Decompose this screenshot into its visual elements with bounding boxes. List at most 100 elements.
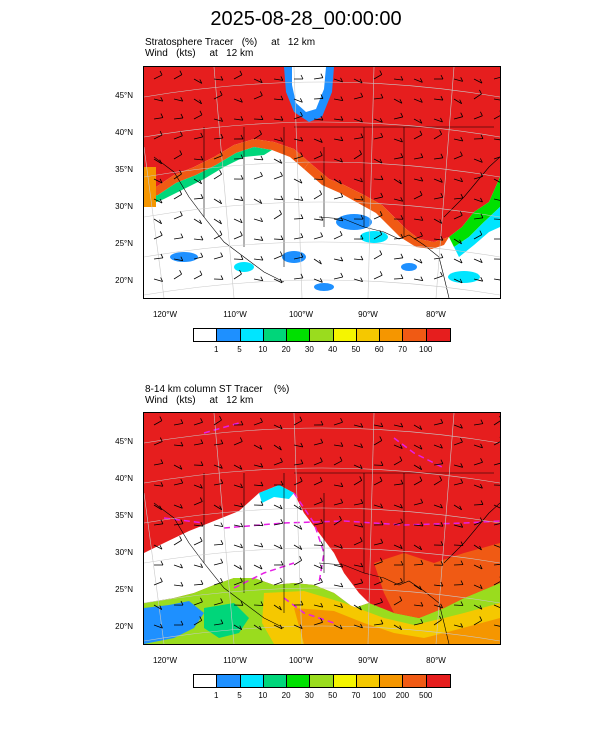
wind-barb	[373, 581, 383, 586]
wind-barb	[313, 178, 324, 181]
wind-barb	[413, 563, 424, 566]
wind-barb-flag	[440, 153, 444, 158]
panel2-title: 8-14 km column ST Tracer (%)	[145, 384, 290, 395]
wind-barb-flag	[379, 70, 383, 75]
wind-barb	[193, 218, 202, 225]
wind-barb-flag	[239, 437, 243, 442]
wind-barb	[413, 78, 423, 83]
wind-barb	[493, 581, 500, 586]
wind-barb-flag	[400, 578, 403, 583]
wind-barb	[353, 278, 363, 282]
panel1-colorbar-swatch	[194, 329, 218, 341]
wind-barb	[153, 218, 162, 225]
wind-barb-flag	[199, 179, 202, 184]
wind-barb-flag	[399, 179, 402, 185]
wind-barb	[213, 464, 223, 469]
panel2-lat-45: 45°N	[115, 437, 133, 446]
wind-barb	[173, 237, 183, 240]
wind-barb	[233, 98, 243, 103]
wind-barb-flag	[479, 78, 483, 84]
wind-barb-flag	[339, 515, 342, 521]
wind-barb	[493, 504, 500, 509]
wind-barb	[393, 178, 402, 185]
wind-barb-flag	[240, 196, 244, 201]
wind-barb	[193, 484, 203, 489]
wind-barb-flag	[240, 543, 243, 549]
wind-barb-flag	[300, 600, 304, 606]
wind-barb	[473, 461, 483, 466]
wind-barb-flag	[439, 130, 443, 135]
wind-barb	[233, 218, 243, 224]
wind-barb	[253, 158, 263, 161]
wind-barb-flag	[280, 171, 283, 177]
wind-barb-flag	[459, 211, 463, 216]
wind-barb	[173, 273, 182, 280]
wind-barb	[433, 524, 443, 527]
wind-barb-flag	[220, 479, 224, 484]
wind-barb	[173, 117, 183, 120]
wind-barb	[473, 115, 483, 120]
wind-barb-flag	[220, 117, 224, 122]
wind-barb	[173, 74, 183, 80]
wind-barb	[353, 118, 363, 123]
wind-barb-flag	[400, 197, 404, 202]
wind-barb	[173, 194, 182, 200]
panel2-lat-40: 40°N	[115, 474, 133, 483]
panel1-colorbar-label: 50	[351, 345, 361, 354]
wind-barb-flag	[220, 439, 224, 444]
wind-barb-flag	[279, 624, 283, 630]
wind-barb-flag	[279, 159, 283, 164]
wind-barb	[373, 118, 383, 123]
wind-barb	[473, 504, 484, 506]
wind-barb	[333, 118, 343, 121]
wind-barb	[173, 504, 183, 509]
wind-barb-flag	[280, 519, 284, 524]
wind-barb	[193, 540, 203, 546]
wind-barb	[273, 624, 283, 630]
wind-barb	[353, 258, 363, 261]
wind-barb-flag	[260, 115, 264, 120]
wind-barb-flag	[380, 520, 384, 526]
panel2-colorbar-label: 30	[304, 691, 314, 700]
wind-barb-flag	[219, 199, 223, 204]
wind-barb-flag	[240, 134, 244, 140]
wind-barb-flag	[300, 98, 303, 103]
panel2-colorbar-label: 100	[372, 691, 386, 700]
panel2-lat-35: 35°N	[115, 511, 133, 520]
wind-barb-flag	[439, 476, 443, 481]
panel1-lat-30: 30°N	[115, 202, 133, 211]
wind-barb	[393, 116, 403, 120]
wind-barb	[153, 463, 163, 466]
wind-barb	[393, 424, 403, 428]
wind-barb	[173, 482, 183, 486]
wind-barb-flag	[200, 235, 204, 241]
wind-barb	[153, 134, 163, 140]
panel2-colorbar-swatch	[287, 675, 311, 687]
wind-barb	[493, 462, 500, 466]
wind-barb-flag	[360, 623, 363, 629]
wind-barb-flag	[280, 457, 283, 463]
wind-barb-flag	[180, 256, 184, 261]
panel2-colorbar-swatch	[310, 675, 334, 687]
wind-barb-flag	[379, 436, 383, 441]
wind-barb-flag	[200, 484, 203, 489]
wind-barb	[353, 78, 363, 84]
wind-barb-flag	[320, 175, 324, 180]
wind-barb	[493, 115, 500, 120]
wind-barb-flag	[359, 78, 363, 84]
wind-barb-flag	[479, 517, 483, 522]
wind-barb-flag	[479, 605, 483, 610]
wind-barb	[313, 522, 323, 526]
wind-barb-flag	[279, 251, 283, 256]
wind-barb-flag	[360, 234, 364, 240]
wind-barb-flag	[260, 521, 264, 526]
wind-barb	[253, 218, 263, 223]
wind-barb-flag	[300, 577, 303, 583]
panel2-colorbar-label: 5	[237, 691, 242, 700]
wind-barb-flag	[319, 278, 323, 283]
wind-barb-flag	[400, 112, 404, 118]
wind-barb-flag	[379, 211, 383, 216]
wind-barb-flag	[360, 443, 363, 448]
wind-barb	[433, 422, 443, 426]
wind-barb	[193, 524, 203, 527]
